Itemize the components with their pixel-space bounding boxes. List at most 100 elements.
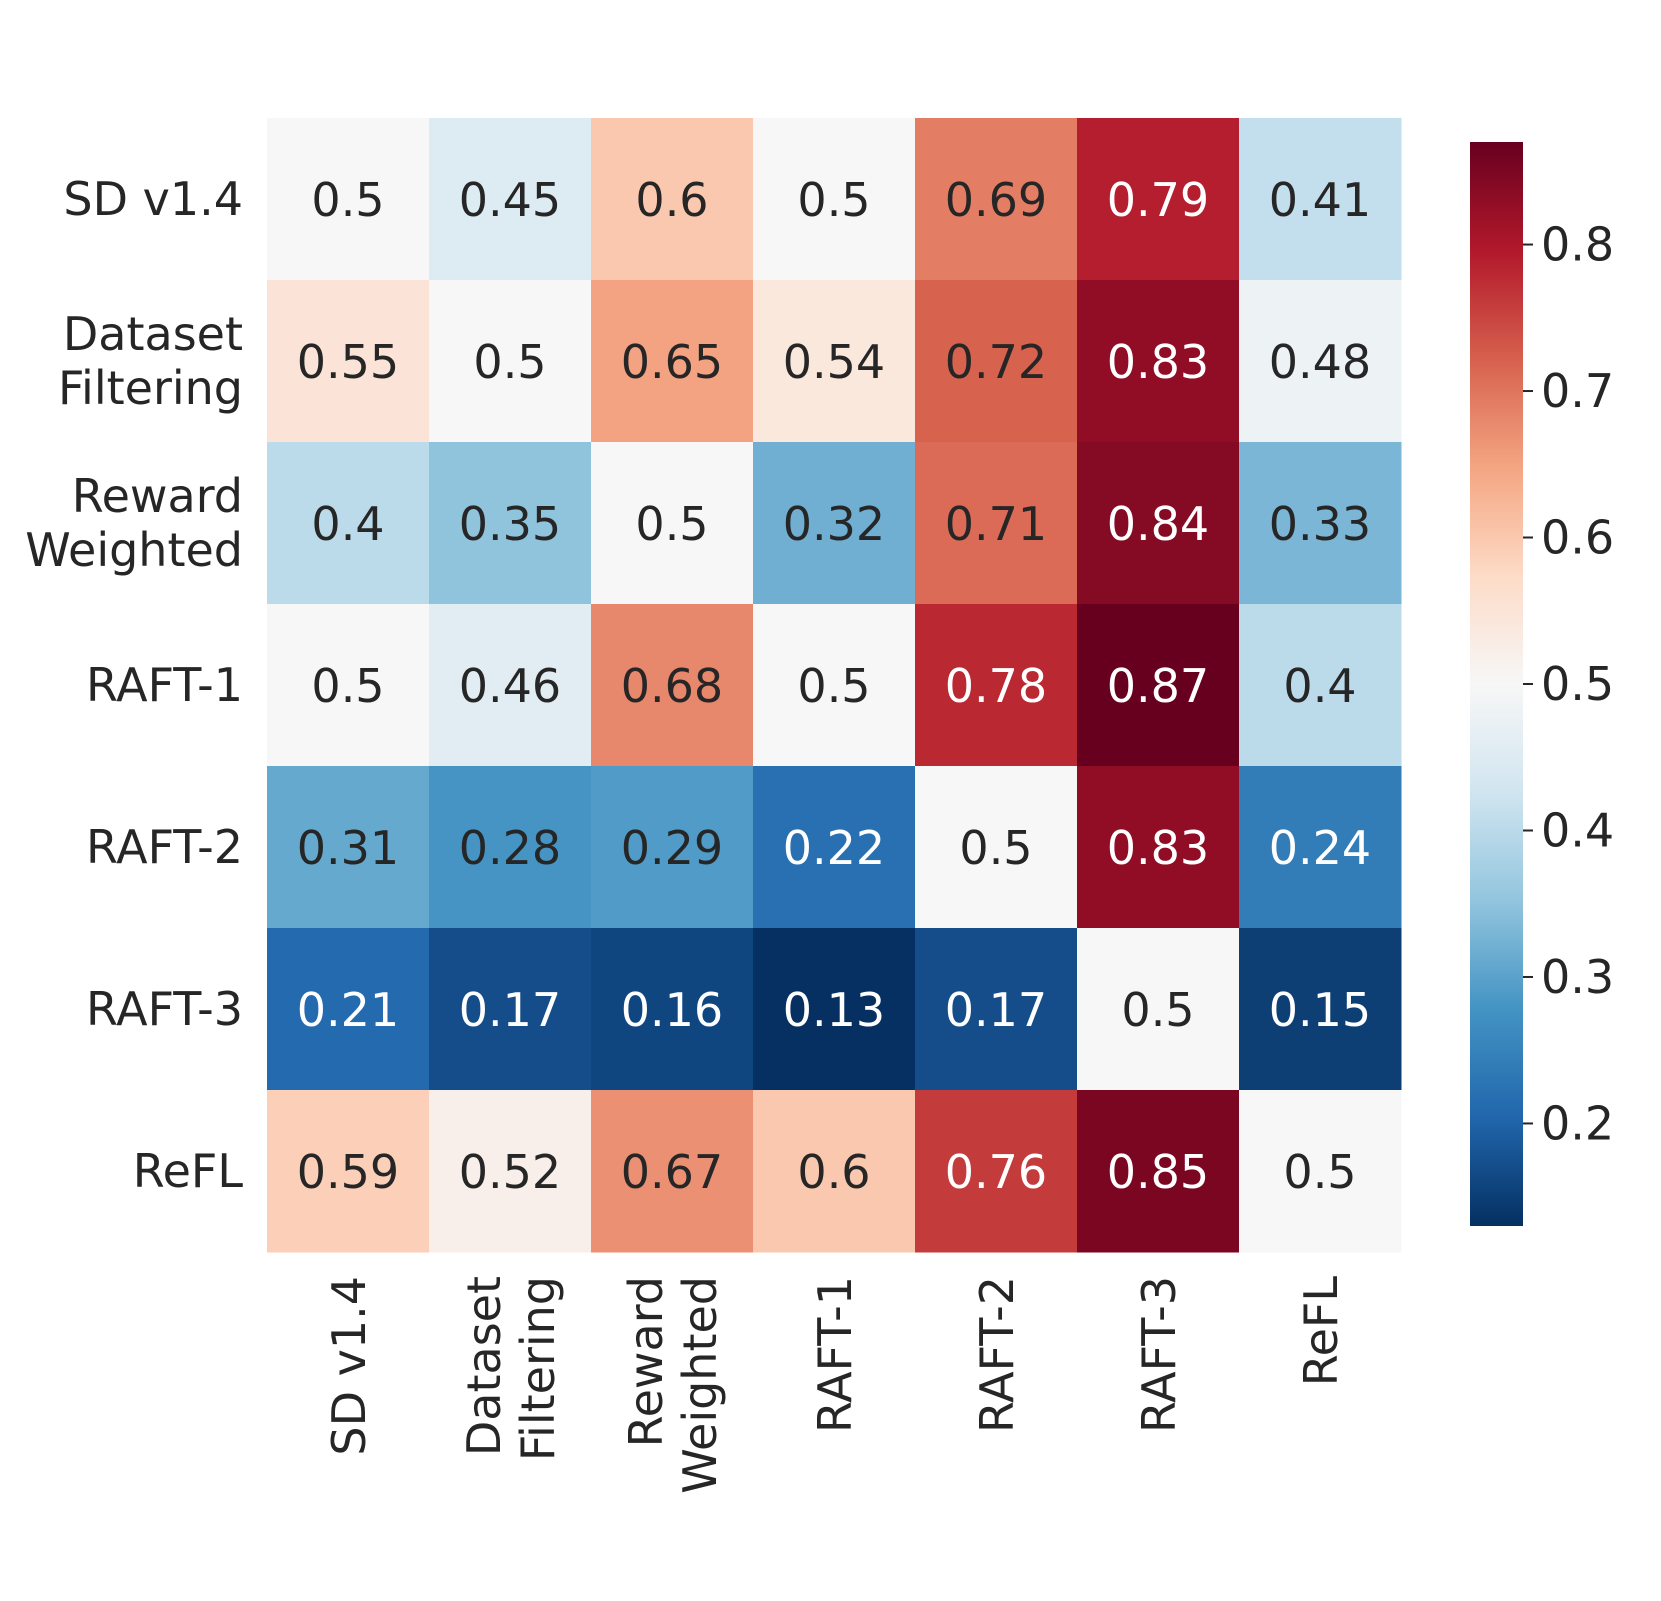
cell-value-r3-c5: 0.87 (1107, 659, 1209, 713)
colorbar-gradient (1470, 142, 1523, 1226)
heatmap-cell-r1-c4 (915, 280, 1078, 443)
heatmap-cell-r6-c2 (591, 1090, 754, 1253)
row-label-dataset-filtering: Filtering (58, 361, 243, 415)
heatmap-cell-r2-c0 (267, 442, 430, 605)
heatmap-cell-r6-c4 (915, 1090, 1078, 1253)
row-label-reward-weighted: Reward (72, 469, 243, 523)
cell-value-r4-c4: 0.5 (959, 821, 1032, 875)
cell-value-r0-c4: 0.69 (945, 173, 1047, 227)
cell-value-r2-c3: 0.32 (783, 497, 885, 551)
cell-value-r1-c1: 0.5 (473, 335, 546, 389)
cell-value-r2-c5: 0.84 (1107, 497, 1209, 551)
heatmap-cell-r0-c6 (1239, 118, 1402, 281)
cell-value-r2-c1: 0.35 (459, 497, 561, 551)
row-label-sd-v1-4: SD v1.4 (63, 172, 243, 226)
heatmap-cell-r5-c0 (267, 928, 430, 1091)
cell-value-r6-c1: 0.52 (459, 1145, 561, 1199)
row-label-reward-weighted: Weighted (25, 523, 243, 577)
row-label-raft-1: RAFT-1 (86, 658, 243, 712)
heatmap-cell-r3-c3 (753, 604, 916, 767)
row-label-raft-3: RAFT-3 (86, 982, 243, 1036)
heatmap-cell-r1-c5 (1077, 280, 1240, 443)
heatmap-cell-r5-c2 (591, 928, 754, 1091)
cell-value-r3-c3: 0.5 (797, 659, 870, 713)
colorbar-tick-label-0.7: 0.7 (1541, 364, 1614, 418)
heatmap-cell-r6-c0 (267, 1090, 430, 1253)
cell-value-r6-c0: 0.59 (297, 1145, 399, 1199)
cell-value-r6-c5: 0.85 (1107, 1145, 1209, 1199)
heatmap-cell-r0-c4 (915, 118, 1078, 281)
heatmap-cell-r2-c4 (915, 442, 1078, 605)
cell-value-r1-c3: 0.54 (783, 335, 885, 389)
heatmap-cell-r3-c0 (267, 604, 430, 767)
heatmap-cell-r1-c1 (429, 280, 592, 443)
cell-value-r1-c5: 0.83 (1107, 335, 1209, 389)
cell-value-r5-c2: 0.16 (621, 983, 723, 1037)
heatmap-cell-r2-c3 (753, 442, 916, 605)
cell-value-r1-c6: 0.48 (1269, 335, 1371, 389)
heatmap-cell-r5-c5 (1077, 928, 1240, 1091)
cell-value-r4-c6: 0.24 (1269, 821, 1371, 875)
cell-value-r0-c6: 0.41 (1269, 173, 1371, 227)
column-labels: SD v1.4 Dataset Filtering Reward Weighted RAF… (322, 1276, 1348, 1494)
colorbar-tick-label-0.3: 0.3 (1541, 950, 1614, 1004)
colorbar: 0.2 0.3 0.4 0.5 0.6 0.7 0.8 (1470, 142, 1614, 1226)
column-label-dataset-filtering: Filtering (511, 1276, 565, 1461)
cell-value-r2-c6: 0.33 (1269, 497, 1371, 551)
heatmap-cell-r6-c6 (1239, 1090, 1402, 1253)
heatmap-cell-r2-c6 (1239, 442, 1402, 605)
cell-value-r3-c0: 0.5 (311, 659, 384, 713)
column-label-dataset-filtering: Dataset (457, 1276, 511, 1456)
heatmap-cell-r1-c3 (753, 280, 916, 443)
cell-value-r2-c4: 0.71 (945, 497, 1047, 551)
heatmap-cell-r3-c6 (1239, 604, 1402, 767)
heatmap-cell-r5-c3 (753, 928, 916, 1091)
cell-value-r4-c1: 0.28 (459, 821, 561, 875)
heatmap-cell-r5-c1 (429, 928, 592, 1091)
cell-value-r2-c2: 0.5 (635, 497, 708, 551)
row-label-refl: ReFL (133, 1144, 244, 1198)
cell-value-r6-c4: 0.76 (945, 1145, 1047, 1199)
heatmap-cell-r6-c5 (1077, 1090, 1240, 1253)
colorbar-tick-label-0.2: 0.2 (1541, 1096, 1614, 1150)
cell-value-r0-c2: 0.6 (635, 173, 708, 227)
cell-value-r5-c6: 0.15 (1269, 983, 1371, 1037)
cell-value-r4-c5: 0.83 (1107, 821, 1209, 875)
heatmap-cell-r5-c6 (1239, 928, 1402, 1091)
cell-value-r6-c6: 0.5 (1283, 1145, 1356, 1199)
column-label-raft-2: RAFT-2 (970, 1276, 1024, 1433)
cell-value-r3-c4: 0.78 (945, 659, 1047, 713)
heatmap-cells (267, 118, 1402, 1253)
heatmap-cell-r0-c2 (591, 118, 754, 281)
heatmap-cell-r2-c2 (591, 442, 754, 605)
cell-value-r0-c1: 0.45 (459, 173, 561, 227)
heatmap-cell-r1-c0 (267, 280, 430, 443)
cell-value-r4-c3: 0.22 (783, 821, 885, 875)
heatmap-cell-r0-c5 (1077, 118, 1240, 281)
cell-value-r3-c2: 0.68 (621, 659, 723, 713)
cell-value-r1-c4: 0.72 (945, 335, 1047, 389)
heatmap-cell-r3-c1 (429, 604, 592, 767)
column-label-sd-v1-4: SD v1.4 (322, 1276, 376, 1456)
heatmap-cell-r4-c1 (429, 766, 592, 929)
heatmap-cell-r3-c4 (915, 604, 1078, 767)
column-label-reward-weighted: Reward (619, 1276, 673, 1447)
heatmap-annotations: 0.5 0.45 0.6 0.5 0.69 0.79 0.41 0.55 0.5 0.65 0.54… (297, 173, 1371, 1199)
cell-value-r3-c6: 0.4 (1283, 659, 1356, 713)
colorbar-tick-label-0.6: 0.6 (1541, 511, 1614, 565)
cell-value-r4-c0: 0.31 (297, 821, 399, 875)
cell-value-r5-c1: 0.17 (459, 983, 561, 1037)
cell-value-r2-c0: 0.4 (311, 497, 384, 551)
heatmap-cell-r4-c0 (267, 766, 430, 929)
column-label-refl: ReFL (1294, 1276, 1348, 1387)
column-label-reward-weighted: Weighted (673, 1276, 727, 1494)
heatmap-cell-r1-c2 (591, 280, 754, 443)
heatmap-cell-r4-c5 (1077, 766, 1240, 929)
cell-value-r0-c5: 0.79 (1107, 173, 1209, 227)
cell-value-r1-c0: 0.55 (297, 335, 399, 389)
heatmap-cell-r0-c0 (267, 118, 430, 281)
heatmap-cell-r0-c3 (753, 118, 916, 281)
heatmap-cell-r4-c4 (915, 766, 1078, 929)
heatmap-cell-r4-c3 (753, 766, 916, 929)
